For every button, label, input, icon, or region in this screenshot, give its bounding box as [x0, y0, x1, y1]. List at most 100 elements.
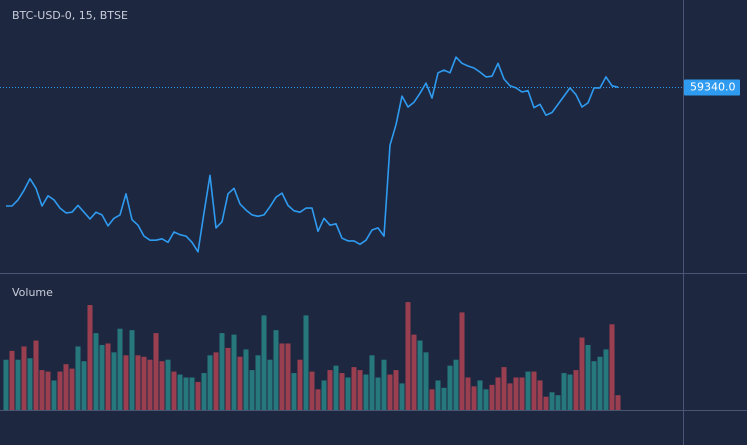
last-price-box — [684, 79, 740, 96]
volume-bar — [81, 361, 87, 410]
volume-bar — [291, 373, 297, 410]
volume-bar — [309, 371, 315, 410]
volume-bar — [333, 365, 339, 410]
volume-bar — [477, 380, 483, 410]
volume-bar — [579, 337, 585, 410]
volume-bar — [231, 334, 237, 410]
volume-bar — [99, 344, 105, 410]
volume-bar — [129, 330, 135, 410]
volume-bar — [345, 377, 351, 410]
volume-bar — [3, 359, 9, 410]
volume-bar — [165, 359, 171, 410]
volume-bar — [243, 349, 249, 410]
volume-bar — [183, 377, 189, 410]
volume-bar — [195, 381, 201, 410]
volume-bar — [75, 346, 81, 410]
volume-bar — [525, 371, 531, 410]
volume-bar — [213, 352, 219, 410]
volume-bar — [171, 371, 177, 410]
volume-bar — [153, 333, 159, 410]
volume-bar — [111, 352, 117, 410]
volume-bar — [495, 377, 501, 410]
volume-bar — [609, 324, 615, 410]
volume-bar — [327, 370, 333, 410]
label-layer: BTC-USD-0, 15, BTSE Volume 59340.0 — [12, 9, 740, 299]
last-price-label: 59340.0 — [690, 81, 736, 94]
volume-bar — [9, 350, 15, 410]
volume-bar — [39, 370, 45, 410]
volume-bar — [321, 380, 327, 410]
volume-bar — [303, 315, 309, 410]
volume-bar — [21, 346, 27, 410]
volume-bar — [15, 359, 21, 410]
volume-bar — [51, 380, 57, 410]
volume-bar — [399, 383, 405, 410]
volume-bar — [201, 373, 207, 410]
volume-bar — [411, 334, 417, 410]
volume-bar — [33, 340, 39, 410]
volume-bar — [531, 371, 537, 410]
volume-bar — [279, 343, 285, 410]
volume-bar — [501, 367, 507, 410]
volume-bar — [339, 373, 345, 410]
volume-bar — [123, 355, 129, 410]
mark-layer — [0, 56, 683, 410]
volume-bar — [285, 343, 291, 410]
volume-bar — [441, 387, 447, 410]
volume-bar — [555, 395, 561, 410]
volume-bar — [459, 312, 465, 410]
volume-bar — [255, 355, 261, 410]
volume-bar — [543, 396, 549, 410]
volume-bar — [207, 355, 213, 410]
volume-bar — [453, 359, 459, 410]
volume-bar — [219, 333, 225, 410]
volume-bar — [549, 392, 555, 410]
volume-bar — [585, 344, 591, 410]
volume-bar — [405, 302, 411, 410]
volume-bar — [489, 384, 495, 410]
volume-bar — [237, 356, 243, 410]
volume-bar — [375, 377, 381, 410]
volume-bar — [465, 377, 471, 410]
chart-title: BTC-USD-0, 15, BTSE — [12, 9, 128, 22]
volume-bar — [189, 377, 195, 410]
volume-bar — [591, 361, 597, 410]
volume-bar — [423, 352, 429, 410]
volume-bar — [429, 389, 435, 410]
volume-bar — [483, 389, 489, 410]
volume-bar — [63, 364, 69, 410]
volume-bar — [135, 355, 141, 410]
volume-bar — [363, 374, 369, 410]
volume-bar — [351, 367, 357, 410]
volume-bar — [387, 374, 393, 410]
volume-bar — [225, 347, 231, 410]
volume-bar — [597, 356, 603, 410]
volume-bar — [357, 370, 363, 410]
volume-bar — [69, 368, 75, 410]
volume-bar — [417, 340, 423, 410]
volume-bar — [297, 359, 303, 410]
volume-bar — [45, 371, 51, 410]
volume-bar — [177, 374, 183, 410]
volume-bar — [147, 359, 153, 410]
volume-title: Volume — [12, 286, 53, 299]
volume-bar — [267, 359, 273, 410]
volume-bar — [117, 328, 123, 410]
volume-bar — [249, 370, 255, 410]
volume-bar — [393, 370, 399, 410]
volume-bar — [87, 305, 93, 410]
volume-bar — [513, 377, 519, 410]
volume-bar — [537, 380, 543, 410]
volume-bar — [603, 349, 609, 410]
volume-bar — [573, 370, 579, 410]
volume-bar — [435, 380, 441, 410]
volume-bar — [93, 333, 99, 410]
volume-bar — [615, 395, 621, 410]
volume-bar — [57, 371, 63, 410]
volume-bar — [471, 386, 477, 410]
volume-bar — [141, 356, 147, 410]
volume-bar — [261, 315, 267, 410]
volume-bar — [105, 343, 111, 410]
volume-bar — [561, 373, 567, 410]
